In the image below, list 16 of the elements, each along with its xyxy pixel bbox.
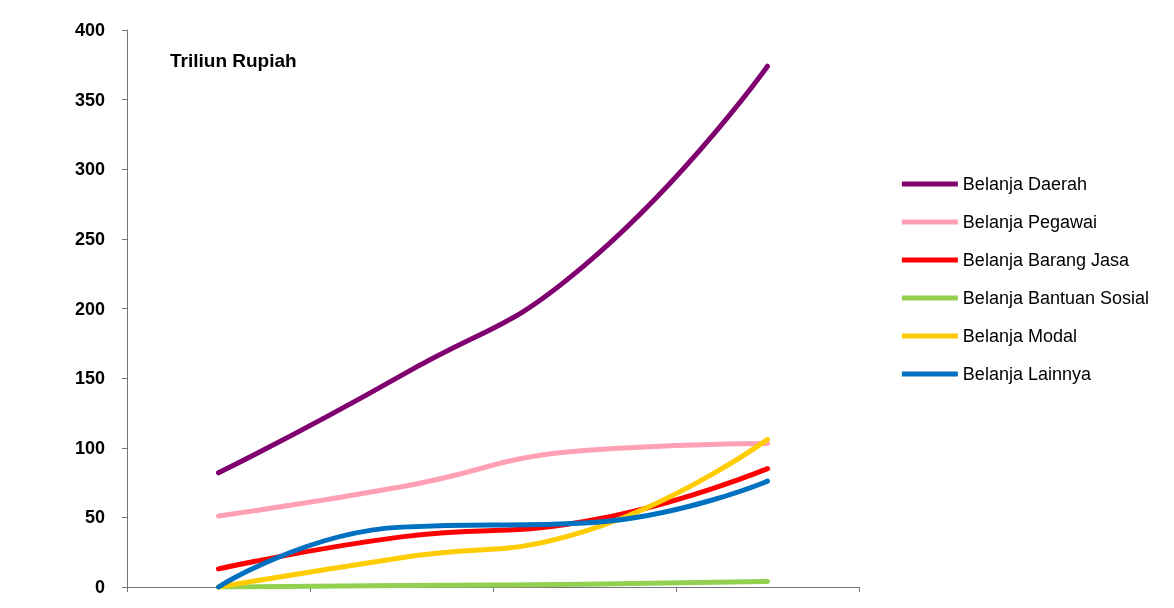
y-tick-label: 0 (94, 577, 105, 597)
y-tick-label: 300 (74, 159, 105, 180)
legend-label: Belanja Modal (962, 326, 1077, 346)
y-tick-label: 200 (74, 298, 105, 319)
legend-label: Belanja Pegawai (962, 212, 1097, 232)
y-tick-label: 100 (74, 437, 105, 458)
legend-label: Belanja Barang Jasa (962, 250, 1130, 270)
legend-label: Belanja Daerah (962, 174, 1087, 194)
legend-label: Belanja Lainnya (962, 364, 1092, 384)
legend-label: Belanja Bantuan Sosial (962, 288, 1150, 308)
y-tick-label: 350 (74, 89, 105, 110)
y-tick-label: 400 (74, 20, 105, 40)
y-tick-label: 50 (84, 507, 105, 528)
y-tick-label: 250 (74, 228, 105, 249)
y-axis-title: Triliun Rupiah (170, 50, 297, 71)
y-tick-label: 150 (74, 368, 105, 389)
